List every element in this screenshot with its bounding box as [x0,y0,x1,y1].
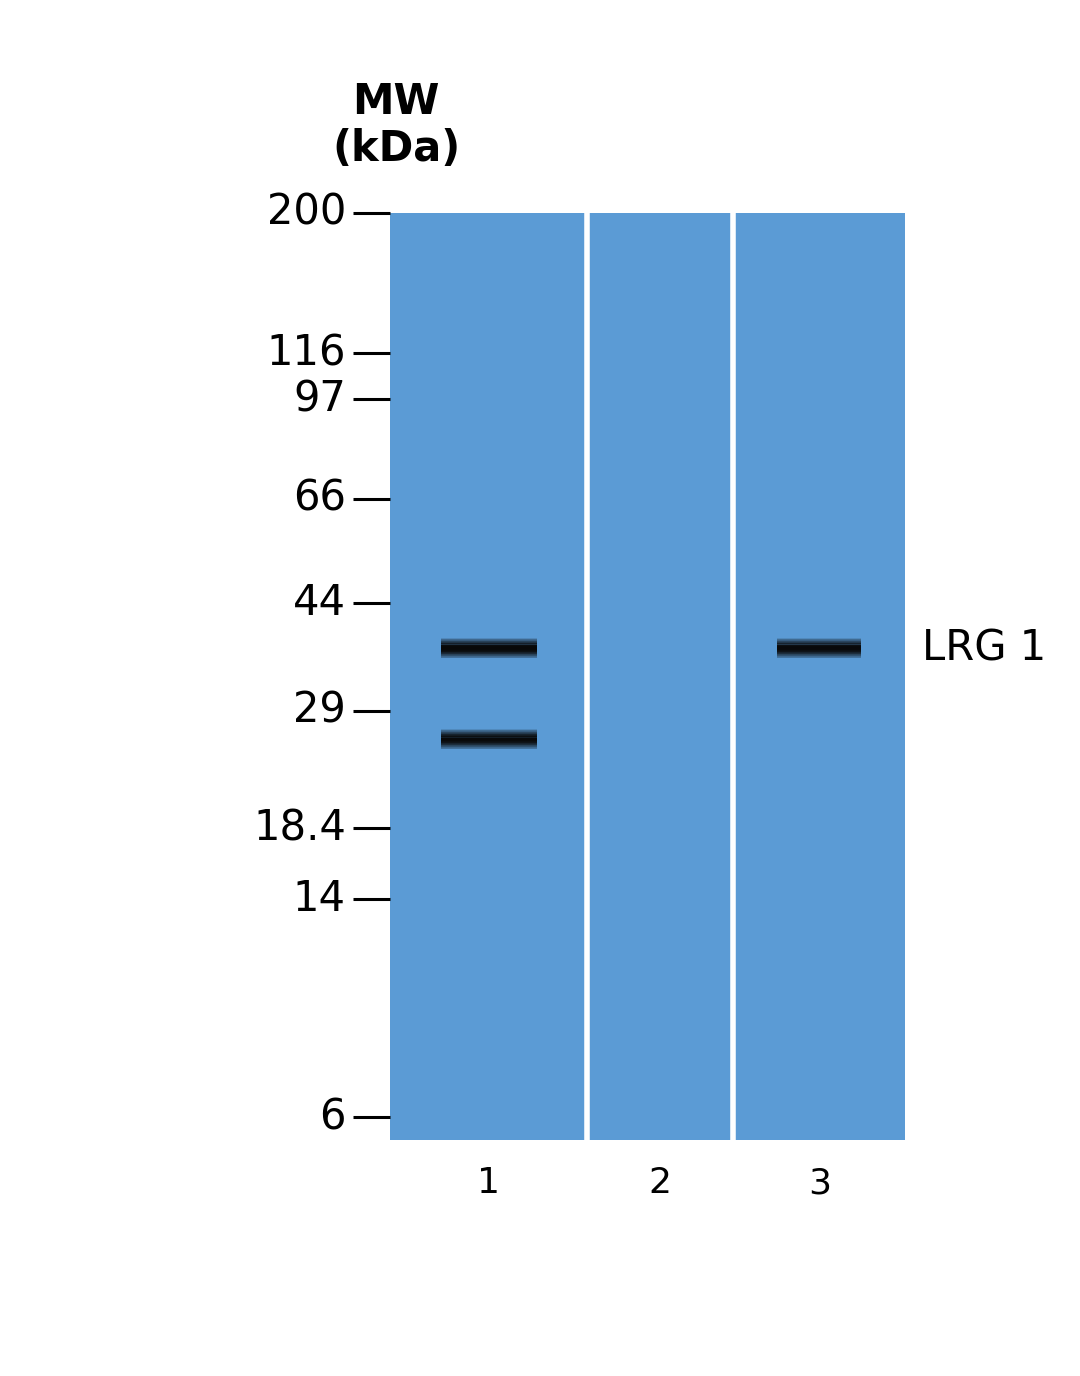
Text: 1: 1 [477,1167,500,1200]
Text: MW: MW [352,81,440,122]
Bar [390,213,905,1139]
Text: (kDa): (kDa) [332,128,460,171]
Text: 66: 66 [293,477,346,520]
Text: 116: 116 [267,333,346,374]
Text: 44: 44 [293,582,346,625]
Text: 29: 29 [293,689,346,732]
Text: 6: 6 [320,1097,346,1138]
Text: LRG 1: LRG 1 [922,627,1047,669]
Text: 18.4: 18.4 [253,808,346,849]
Text: 2: 2 [649,1167,672,1200]
Text: 200: 200 [267,191,346,234]
Text: 14: 14 [293,878,346,919]
Text: 3: 3 [808,1167,831,1200]
Text: 97: 97 [293,378,346,421]
